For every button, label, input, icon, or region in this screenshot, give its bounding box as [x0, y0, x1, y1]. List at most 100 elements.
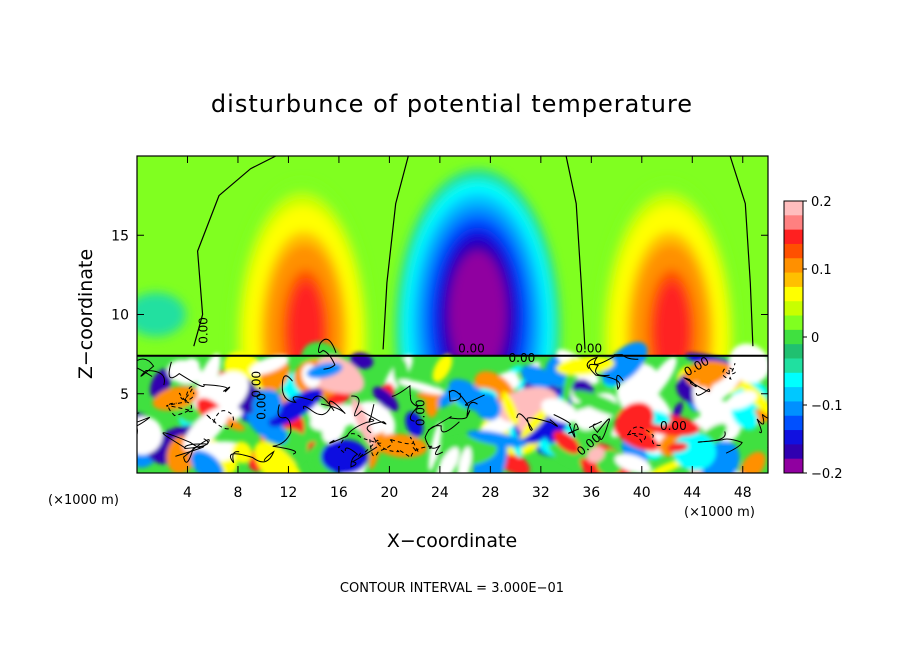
lower-cell	[249, 355, 289, 375]
x-tick-label: 8	[233, 485, 242, 501]
lower-cell	[308, 402, 335, 434]
lower-cell	[474, 393, 501, 421]
colorbar-swatch	[784, 329, 803, 345]
lower-cell	[467, 430, 528, 448]
contour-line-lower	[317, 338, 337, 370]
x-unit-label-left: (×1000 m)	[48, 493, 119, 508]
lower-cell	[183, 406, 229, 452]
contour-lines	[137, 156, 768, 468]
lower-cell	[739, 451, 766, 473]
contour-line-lower	[586, 354, 639, 370]
lower-cell	[614, 453, 652, 473]
contour-line-0	[193, 156, 277, 347]
y-axis-ticks: 5 10 15	[111, 228, 768, 403]
y-axis-label: Z−coordinate	[75, 249, 97, 379]
colorbar-ticks: 0.2 0.1 0 −0.1 −0.2	[803, 195, 843, 482]
contour-line-lower	[272, 404, 297, 455]
lower-cell	[740, 380, 768, 416]
contour-label: 0.00	[197, 317, 211, 344]
x-tick-label: 32	[532, 485, 550, 501]
colorbar-swatch	[784, 301, 803, 317]
colorbar-swatch	[784, 315, 803, 331]
contour-label: 0.00	[255, 393, 269, 420]
colorbar-swatch	[784, 358, 803, 374]
lower-cell	[666, 442, 688, 453]
y-tick-label: 10	[111, 308, 129, 324]
contour-line-lower	[137, 358, 165, 386]
contour-labels: 0.000.00 0.000.00 0.000.000.000.000.00 0.00	[197, 317, 712, 458]
x-axis-label: X−coordinate	[387, 530, 517, 552]
lower-cell	[167, 359, 203, 385]
lower-cell	[398, 379, 445, 395]
colorbar-swatch	[784, 201, 803, 216]
lower-cell	[254, 441, 303, 473]
lower-cell	[432, 354, 453, 383]
colorbar-swatch	[784, 272, 803, 288]
contour-line-lower	[588, 363, 624, 391]
colorbar-tick-label: 0	[811, 331, 819, 346]
x-tick-label: 40	[633, 485, 651, 501]
contour-line-lower	[626, 426, 661, 446]
contour-line-lower	[229, 450, 275, 464]
contour-line-lower	[756, 414, 768, 434]
x-axis-ticks: 4 8 12 16 20 24 28 32 36 40 44 48	[183, 156, 752, 501]
lower-cell	[252, 389, 283, 420]
lower-cell	[190, 450, 224, 473]
colorbar-swatches	[784, 201, 803, 474]
colorbar-swatch	[784, 430, 803, 445]
contour-line-lower	[722, 362, 736, 380]
colorbar-swatch	[784, 215, 803, 231]
lower-cell	[553, 430, 580, 454]
lower-cell	[729, 343, 768, 384]
lower-cell	[369, 421, 385, 470]
lower-cell	[556, 356, 615, 376]
lower-cell	[193, 353, 221, 410]
x-tick-label: 48	[734, 485, 752, 501]
plot-area	[137, 156, 768, 473]
contour-label: 0.00	[509, 351, 536, 365]
field-blob-edge	[137, 292, 186, 337]
lower-cell	[724, 390, 758, 410]
contour-line-lower	[427, 401, 478, 431]
lower-cell	[232, 441, 253, 464]
colorbar-swatch	[784, 401, 803, 417]
colorbar-swatch	[784, 229, 803, 245]
x-tick-label: 4	[183, 485, 192, 501]
contour-line-lower	[281, 375, 335, 412]
contour-line-lower	[516, 413, 558, 431]
lower-cell	[428, 421, 442, 471]
x-unit-label-right: (×1000 m)	[684, 505, 755, 520]
lower-cell	[696, 364, 731, 388]
contour-line-lower	[183, 438, 210, 463]
colorbar: 0.2 0.1 0 −0.1 −0.2	[783, 195, 843, 482]
lower-cell	[692, 380, 710, 415]
contour-label: 0.00	[414, 399, 428, 426]
lower-cell	[246, 408, 288, 445]
x-tick-label: 20	[380, 485, 398, 501]
colorbar-swatch	[784, 258, 803, 274]
x-tick-label: 24	[431, 485, 449, 501]
lower-cell	[602, 341, 648, 386]
contour-line-lower	[391, 384, 419, 422]
field-lower-layer	[137, 341, 768, 473]
chart-title: disturbunce of potential temperature	[211, 90, 693, 118]
lower-cell	[321, 439, 369, 473]
lower-cell	[425, 390, 439, 418]
lower-cell	[457, 446, 472, 473]
contour-line-lower	[351, 395, 387, 434]
contour-line-3	[729, 156, 754, 347]
y-tick-label: 5	[120, 387, 129, 403]
lower-cell	[614, 402, 654, 440]
contour-label: 0.00	[575, 342, 602, 356]
lower-cell	[548, 443, 587, 468]
colorbar-swatch	[784, 372, 803, 388]
lower-cell	[372, 386, 399, 412]
lower-cell	[520, 365, 553, 389]
contour-label: 0.00	[660, 419, 687, 433]
lower-cell	[268, 388, 323, 427]
contour-line-lower	[178, 386, 195, 402]
contour-line-1	[382, 156, 409, 350]
x-tick-label: 28	[481, 485, 499, 501]
contour-line-lower	[137, 412, 151, 437]
